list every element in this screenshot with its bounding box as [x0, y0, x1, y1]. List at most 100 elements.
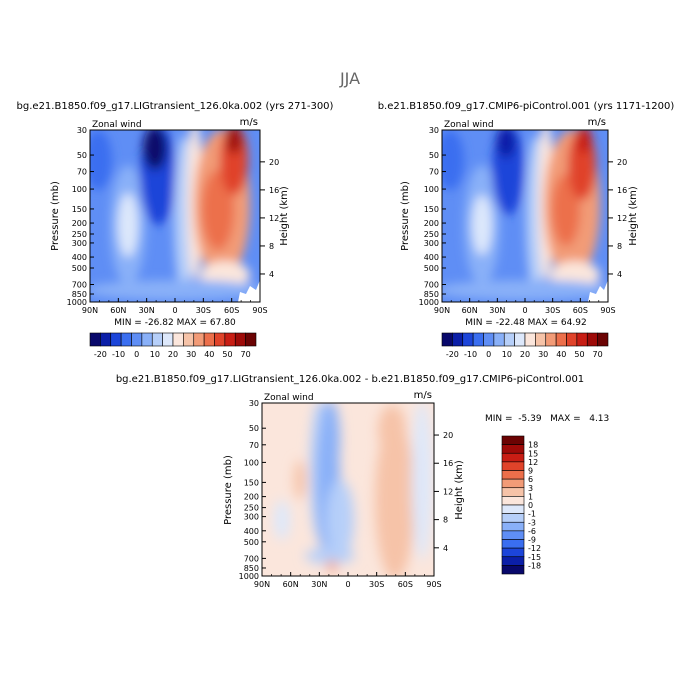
- x-tick-label: 30S: [196, 306, 211, 315]
- y2-tick-label: 20: [443, 431, 453, 440]
- colorbar-label: -12: [528, 544, 541, 553]
- panel-3-title: bg.e21.B1850.f09_g17.LIGtransient_126.0k…: [116, 374, 584, 385]
- colorbar-swatch: [501, 487, 525, 497]
- y-tick-label: 70: [77, 168, 87, 177]
- colorbar-swatch: [501, 504, 525, 514]
- y2-tick-label: 4: [269, 270, 274, 279]
- y-tick-label: 100: [424, 185, 439, 194]
- y-tick-label: 30: [77, 126, 87, 135]
- colorbar-label: 30: [186, 350, 196, 359]
- colorbar-swatch: [501, 556, 525, 566]
- colorbar-swatch: [501, 444, 525, 454]
- x-tick-label: 60N: [110, 306, 126, 315]
- colorbar-swatch: [172, 332, 184, 347]
- y-tick-label: 70: [429, 168, 439, 177]
- y-tick-label: 250: [244, 504, 259, 513]
- y2-tick-label: 12: [269, 214, 279, 223]
- y-tick-label: 1000: [239, 572, 259, 581]
- colorbar-label: 70: [593, 350, 603, 359]
- y-tick-label: 1000: [67, 298, 87, 307]
- colorbar-label: -9: [528, 536, 536, 545]
- colorbar-swatch: [535, 332, 547, 347]
- colorbar-label: 0: [486, 350, 491, 359]
- y-tick-label: 850: [244, 564, 259, 573]
- x-tick-label: 90S: [600, 306, 615, 315]
- colorbar-swatch: [501, 470, 525, 480]
- x-tick-label: 90N: [254, 580, 270, 589]
- y-tick-label: 30: [429, 126, 439, 135]
- y-tick-label: 400: [244, 527, 259, 536]
- panel-2-y2label: Height (km): [628, 186, 639, 246]
- colorbar-swatch: [193, 332, 205, 347]
- panel-2-stats: MIN = -22.48 MAX = 64.92: [465, 318, 586, 328]
- colorbar-swatch: [501, 539, 525, 549]
- y-tick-label: 850: [424, 290, 439, 299]
- x-tick-label: 30S: [545, 306, 560, 315]
- panel-3-units-label: m/s: [414, 390, 432, 401]
- y-tick-label: 200: [244, 493, 259, 502]
- y2-tick-label: 4: [617, 270, 622, 279]
- colorbar-swatch: [224, 332, 236, 347]
- colorbar-swatch: [234, 332, 246, 347]
- x-tick-label: 90N: [82, 306, 98, 315]
- colorbar-label: 10: [502, 350, 512, 359]
- colorbar-label: -15: [528, 553, 541, 562]
- x-tick-label: 30N: [139, 306, 155, 315]
- y2-tick-label: 8: [617, 242, 622, 251]
- y-tick-label: 700: [424, 281, 439, 290]
- colorbar-swatch: [501, 435, 525, 445]
- x-tick-label: 90N: [434, 306, 450, 315]
- colorbar-swatch: [524, 332, 536, 347]
- panel-1-stats: MIN = -26.82 MAX = 67.80: [114, 318, 236, 328]
- colorbar-label: -20: [446, 350, 459, 359]
- y-tick-label: 100: [72, 185, 87, 194]
- colorbar-label: 12: [528, 458, 538, 467]
- panel-1-variable-label: Zonal wind: [92, 120, 142, 130]
- panel-1-y2label: Height (km): [279, 186, 290, 246]
- colorbar-label: 70: [241, 350, 251, 359]
- y2-tick-label: 20: [617, 158, 627, 167]
- x-tick-label: 30S: [369, 580, 384, 589]
- panel-2-title: b.e21.B1850.f09_g17.CMIP6-piControl.001 …: [378, 101, 675, 112]
- colorbar-swatch: [501, 478, 525, 489]
- colorbar-swatch: [131, 332, 143, 347]
- colorbar-swatch: [501, 461, 525, 471]
- colorbar-swatch: [501, 547, 525, 558]
- x-tick-label: 0: [522, 306, 527, 315]
- colorbar-swatch: [214, 332, 226, 347]
- panel-1-y2ticks: 20 16 12 8 4: [260, 158, 279, 279]
- x-tick-label: 60N: [462, 306, 478, 315]
- colorbar-label: 30: [538, 350, 548, 359]
- colorbar-swatch: [483, 332, 495, 347]
- colorbar-label: 40: [204, 350, 214, 359]
- colorbar-swatch: [501, 565, 525, 575]
- y2-tick-label: 16: [443, 459, 453, 468]
- panel-3-variable-label: Zonal wind: [264, 393, 314, 403]
- colorbar-label: 50: [222, 350, 232, 359]
- y2-tick-label: 20: [269, 158, 279, 167]
- y-tick-label: 150: [72, 205, 87, 214]
- panel-2-ylabel: Pressure (mb): [400, 181, 411, 251]
- colorbar-swatch: [151, 332, 163, 347]
- y-tick-label: 50: [77, 151, 87, 160]
- colorbar-label: 20: [168, 350, 178, 359]
- y-tick-label: 300: [424, 239, 439, 248]
- panel-1-xticks: 90N 60N 30N 0 30S 60S 90S: [82, 298, 268, 315]
- panel-3-y2label: Height (km): [454, 460, 465, 520]
- x-tick-label: 0: [345, 580, 350, 589]
- colorbar-swatch: [597, 332, 609, 347]
- y-tick-label: 250: [424, 230, 439, 239]
- colorbar-swatch: [501, 521, 525, 532]
- colorbar-label: 40: [556, 350, 566, 359]
- y-tick-label: 200: [72, 219, 87, 228]
- y2-tick-label: 4: [443, 544, 448, 553]
- panel-1-ylabel: Pressure (mb): [50, 181, 61, 251]
- colorbar-swatch: [514, 332, 526, 347]
- panel-3-y2ticks: 20 16 12 8 4: [434, 431, 453, 553]
- colorbar-label: -18: [528, 561, 541, 570]
- y2-tick-label: 16: [269, 186, 279, 195]
- y-tick-label: 30: [249, 399, 259, 408]
